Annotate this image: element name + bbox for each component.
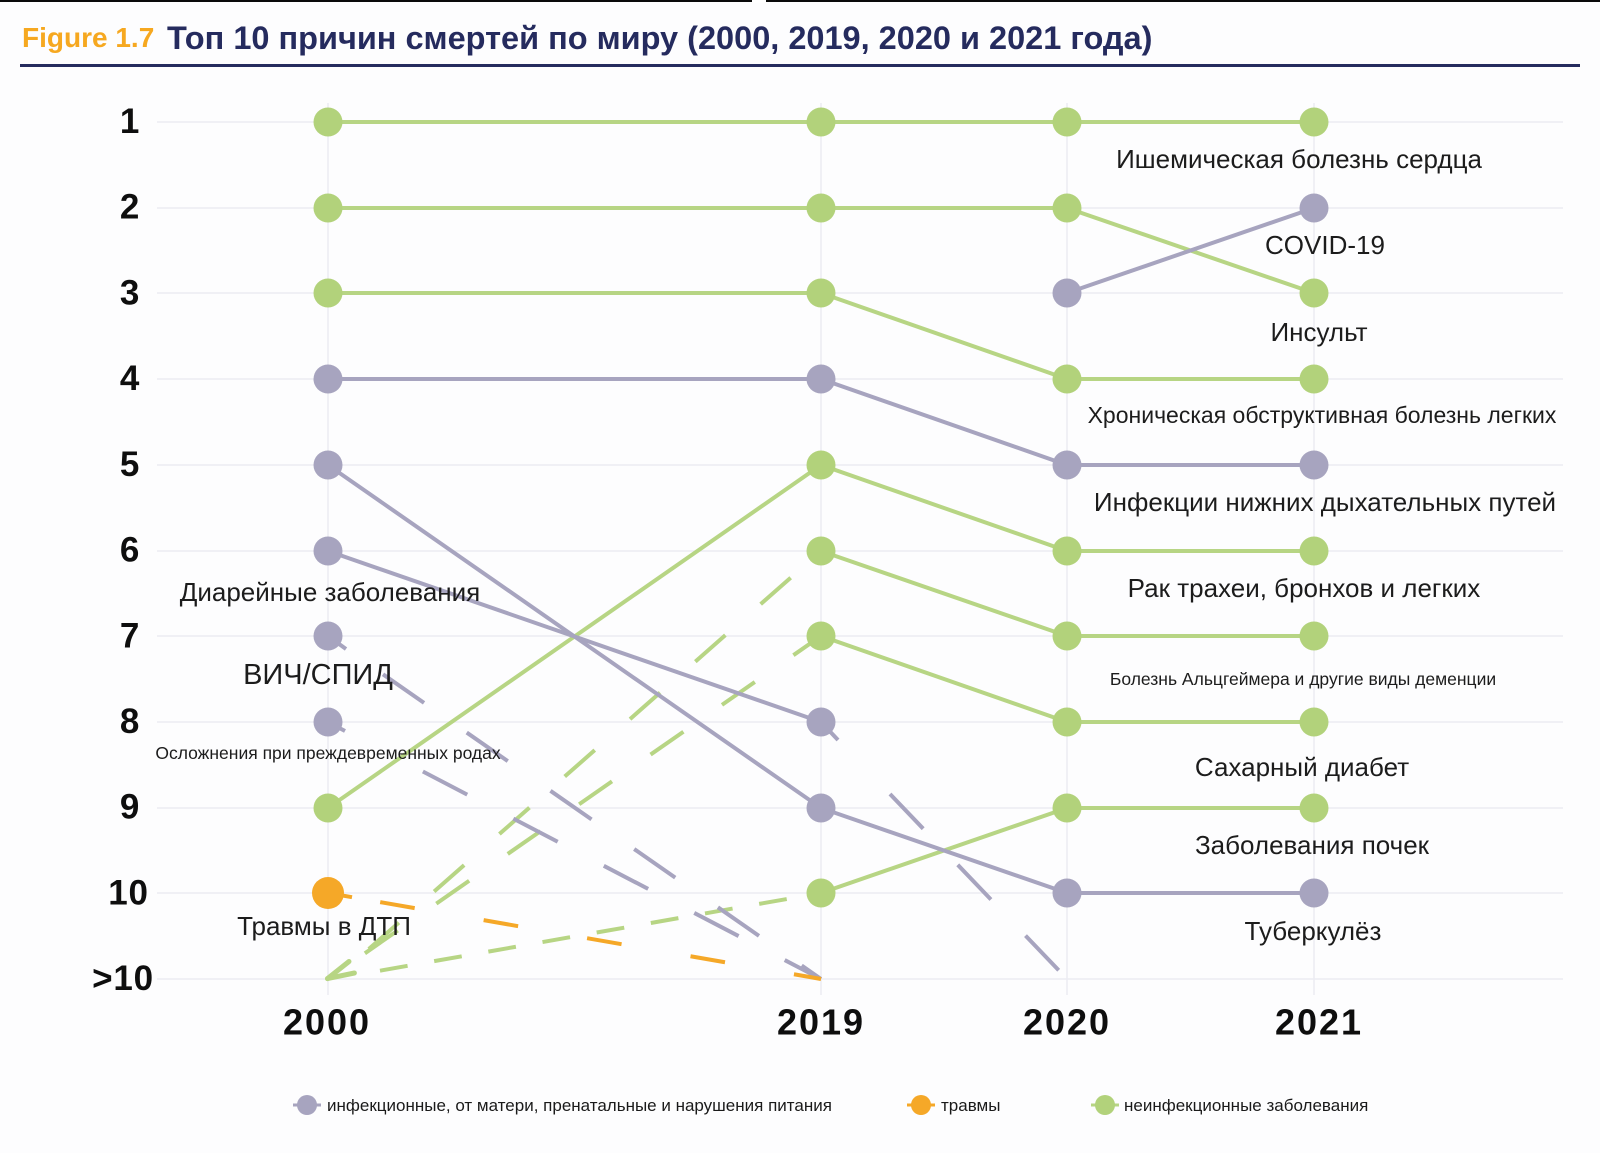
svg-text:2019: 2019 <box>777 1002 865 1043</box>
svg-text:2020: 2020 <box>1023 1002 1111 1043</box>
svg-text:Ишемическая болезнь сердца: Ишемическая болезнь сердца <box>1116 144 1482 174</box>
svg-text:COVID-19: COVID-19 <box>1265 230 1385 260</box>
svg-text:Рак трахеи, бронхов и легких: Рак трахеи, бронхов и легких <box>1128 573 1481 603</box>
svg-text:травмы: травмы <box>941 1096 1000 1115</box>
svg-text:инфекционные, от матери, прена: инфекционные, от матери, пренатальные и … <box>327 1096 832 1115</box>
svg-text:8: 8 <box>120 702 140 741</box>
svg-text:Осложнения при преждевременных: Осложнения при преждевременных родах <box>155 743 500 763</box>
svg-text:>10: >10 <box>92 959 154 998</box>
svg-text:Хроническая обструктивная боле: Хроническая обструктивная болезнь легких <box>1088 402 1557 428</box>
svg-text:Инсульт: Инсульт <box>1270 317 1367 347</box>
svg-text:неинфекционные заболевания: неинфекционные заболевания <box>1124 1096 1368 1115</box>
svg-text:1: 1 <box>120 102 140 141</box>
svg-text:10: 10 <box>108 873 149 912</box>
svg-text:2021: 2021 <box>1275 1002 1363 1043</box>
svg-text:Болезнь Альцгеймера и другие в: Болезнь Альцгеймера и другие виды деменц… <box>1110 669 1496 689</box>
svg-text:6: 6 <box>120 531 140 570</box>
svg-text:7: 7 <box>120 616 140 655</box>
svg-text:3: 3 <box>120 273 140 312</box>
svg-text:4: 4 <box>120 359 140 398</box>
svg-text:Сахарный диабет: Сахарный диабет <box>1195 752 1409 782</box>
svg-text:ВИЧ/СПИД: ВИЧ/СПИД <box>243 659 393 691</box>
svg-text:Инфекции нижних дыхательных пу: Инфекции нижних дыхательных путей <box>1094 487 1556 517</box>
svg-text:Травмы в ДТП: Травмы в ДТП <box>237 911 411 941</box>
svg-text:Диарейные заболевания: Диарейные заболевания <box>180 577 481 607</box>
svg-text:Туберкулёз: Туберкулёз <box>1245 916 1382 946</box>
svg-text:5: 5 <box>120 445 140 484</box>
svg-text:9: 9 <box>120 788 140 827</box>
svg-text:2000: 2000 <box>283 1002 371 1043</box>
svg-text:2: 2 <box>120 188 140 227</box>
svg-text:Заболевания почек: Заболевания почек <box>1195 830 1430 860</box>
